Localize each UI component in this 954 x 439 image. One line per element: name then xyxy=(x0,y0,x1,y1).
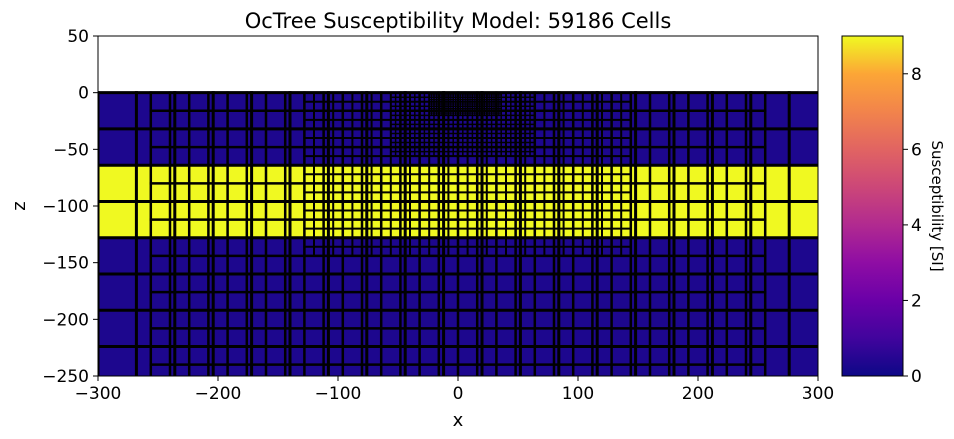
x-tick-label: −100 xyxy=(315,384,362,404)
x-axis-ticks: −300 −200 −100 0 100 200 300 xyxy=(75,376,834,404)
colorbar-tick-label: 4 xyxy=(911,216,922,236)
x-tick-label: −300 xyxy=(75,384,122,404)
colorbar-tick-label: 0 xyxy=(911,367,922,387)
x-tick-label: 200 xyxy=(682,384,714,404)
y-tick-label: 50 xyxy=(67,27,89,47)
x-tick-label: 0 xyxy=(453,384,464,404)
y-tick-label: −50 xyxy=(53,140,89,160)
mesh-grid xyxy=(98,91,818,376)
x-axis-label: x xyxy=(453,410,464,431)
x-tick-label: 300 xyxy=(802,384,834,404)
y-axis-ticks: 50 0 −50 −100 −150 −200 −250 xyxy=(42,27,98,387)
mesh-zone-finer xyxy=(390,91,536,157)
colorbar xyxy=(841,35,904,377)
colorbar-ticks: 0 2 4 6 8 xyxy=(903,65,922,387)
x-tick-label: −200 xyxy=(195,384,242,404)
chart-title: OcTree Susceptibility Model: 59186 Cells xyxy=(245,9,672,33)
colorbar-label: Susceptibility [SI] xyxy=(928,140,946,271)
x-tick-label: 100 xyxy=(562,384,594,404)
plot-area xyxy=(98,91,818,376)
colorbar-tick-label: 2 xyxy=(911,291,922,311)
y-tick-label: −250 xyxy=(42,367,89,387)
colorbar-tick-label: 8 xyxy=(911,65,922,85)
mesh-zone-finest xyxy=(428,92,502,116)
y-tick-label: −100 xyxy=(42,197,89,217)
y-axis-label: z xyxy=(9,201,30,210)
colorbar-tick-label: 6 xyxy=(911,140,922,160)
y-tick-label: −150 xyxy=(42,254,89,274)
y-tick-label: 0 xyxy=(78,84,89,104)
y-tick-label: −200 xyxy=(42,310,89,330)
